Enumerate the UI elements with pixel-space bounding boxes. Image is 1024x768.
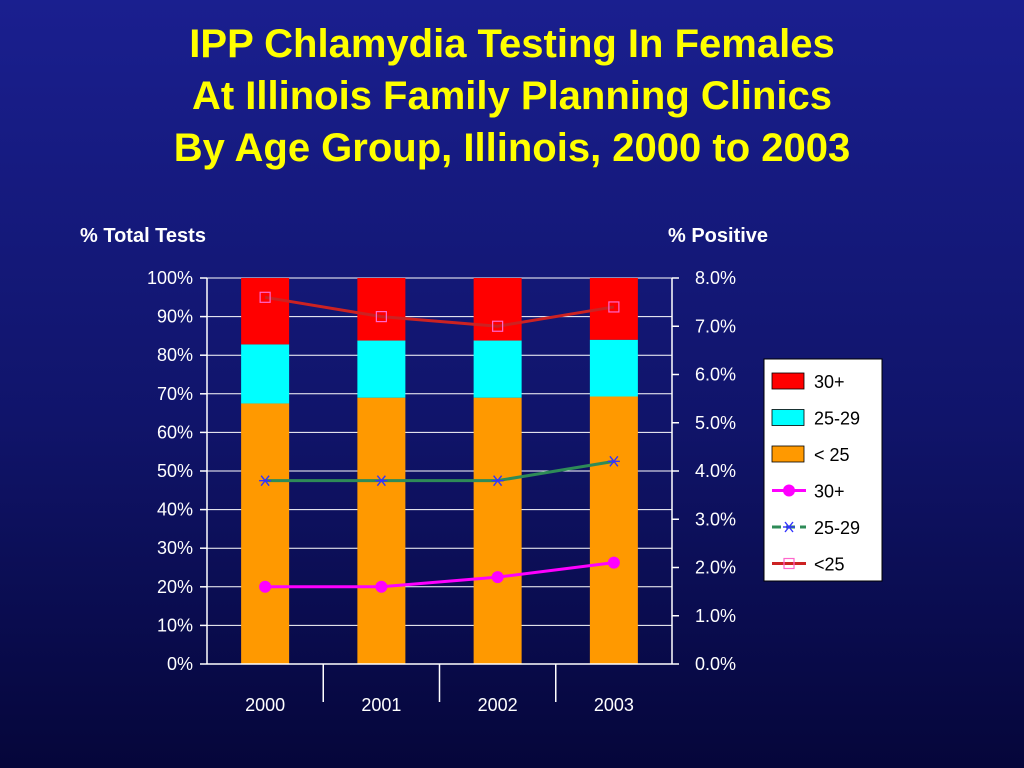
right-tick-label: 2.0% <box>695 558 736 578</box>
legend-label: 30+ <box>814 482 845 502</box>
legend-swatch <box>771 372 805 390</box>
left-tick-label: 20% <box>157 577 193 597</box>
legend-swatch <box>771 445 805 463</box>
line-under-25 <box>264 295 615 328</box>
left-tick-label: 100% <box>147 268 193 288</box>
line-25-29 <box>265 459 615 483</box>
legend-label: <25 <box>814 555 845 575</box>
left-tick-label: 0% <box>167 654 193 674</box>
left-axis-label: % Total Tests <box>80 225 206 247</box>
x-tick-label: 2000 <box>245 695 285 715</box>
line-30-plus-point <box>259 580 272 593</box>
right-tick-label: 3.0% <box>695 509 736 529</box>
asterisk-stroke <box>784 521 794 533</box>
left-tick-label: 70% <box>157 384 193 404</box>
left-tick-label: 90% <box>157 307 193 327</box>
line-30-plus-point <box>607 556 620 569</box>
left-tick-label: 30% <box>157 538 193 558</box>
line-under-25-point <box>608 301 620 313</box>
asterisk-stroke <box>493 475 503 487</box>
bar-30-plus <box>357 278 406 341</box>
bar-25-29 <box>473 340 522 398</box>
right-tick-label: 4.0% <box>695 461 736 481</box>
asterisk-stroke <box>609 455 619 467</box>
line-25-29-point <box>607 455 620 467</box>
bar-under-25 <box>473 397 522 664</box>
bar-25-29 <box>589 339 638 397</box>
left-tick-label: 80% <box>157 345 193 365</box>
right-tick-label: 6.0% <box>695 365 736 385</box>
bar-30-plus <box>241 278 290 345</box>
title-line-2: At Illinois Family Planning Clinics <box>191 74 833 118</box>
line-25-29-point <box>375 475 388 487</box>
line-30-plus-point <box>491 571 504 584</box>
left-tick-label: 10% <box>157 615 193 635</box>
legend-label: 30+ <box>814 372 845 392</box>
right-tick-label: 0.0% <box>695 654 736 674</box>
x-tick-label: 2003 <box>594 695 634 715</box>
chart-title: IPP Chlamydia Testing In Females At Illi… <box>0 18 1024 174</box>
bar-under-25 <box>589 396 638 664</box>
bar-25-29 <box>357 340 406 398</box>
left-tick-label: 50% <box>157 461 193 481</box>
asterisk-stroke <box>376 475 386 487</box>
right-tick-label: 1.0% <box>695 606 736 626</box>
right-tick-label: 5.0% <box>695 413 736 433</box>
title-line-1: IPP Chlamydia Testing In Females <box>189 22 835 66</box>
legend-box <box>763 358 883 582</box>
line-under-25-point <box>259 291 271 303</box>
right-axis-label: % Positive <box>668 225 768 247</box>
line-30-plus <box>265 561 615 589</box>
x-tick-label: 2002 <box>478 695 518 715</box>
right-tick-label: 8.0% <box>695 268 736 288</box>
bar-30-plus <box>473 278 522 341</box>
right-tick-label: 7.0% <box>695 316 736 336</box>
legend-marker <box>783 521 795 533</box>
legend-label: < 25 <box>814 445 850 465</box>
legend-label: 25-29 <box>814 409 860 429</box>
legend-swatch <box>771 409 805 426</box>
legend-marker <box>783 557 795 570</box>
line-25-29-point <box>259 475 272 487</box>
left-tick-label: 40% <box>157 500 193 520</box>
title-line-3: By Age Group, Illinois, 2000 to 2003 <box>173 126 851 170</box>
legend-label: 25-29 <box>814 518 860 538</box>
legend-marker <box>783 484 795 497</box>
bar-25-29 <box>241 344 290 404</box>
line-25-29-point <box>491 475 504 487</box>
asterisk-stroke <box>260 475 270 487</box>
line-30-plus-point <box>375 580 388 593</box>
bar-under-25 <box>357 397 406 664</box>
line-under-25-point <box>492 320 504 332</box>
line-under-25-point <box>375 311 387 323</box>
bar-under-25 <box>241 403 290 664</box>
left-tick-label: 60% <box>157 422 193 442</box>
x-tick-label: 2001 <box>361 695 401 715</box>
